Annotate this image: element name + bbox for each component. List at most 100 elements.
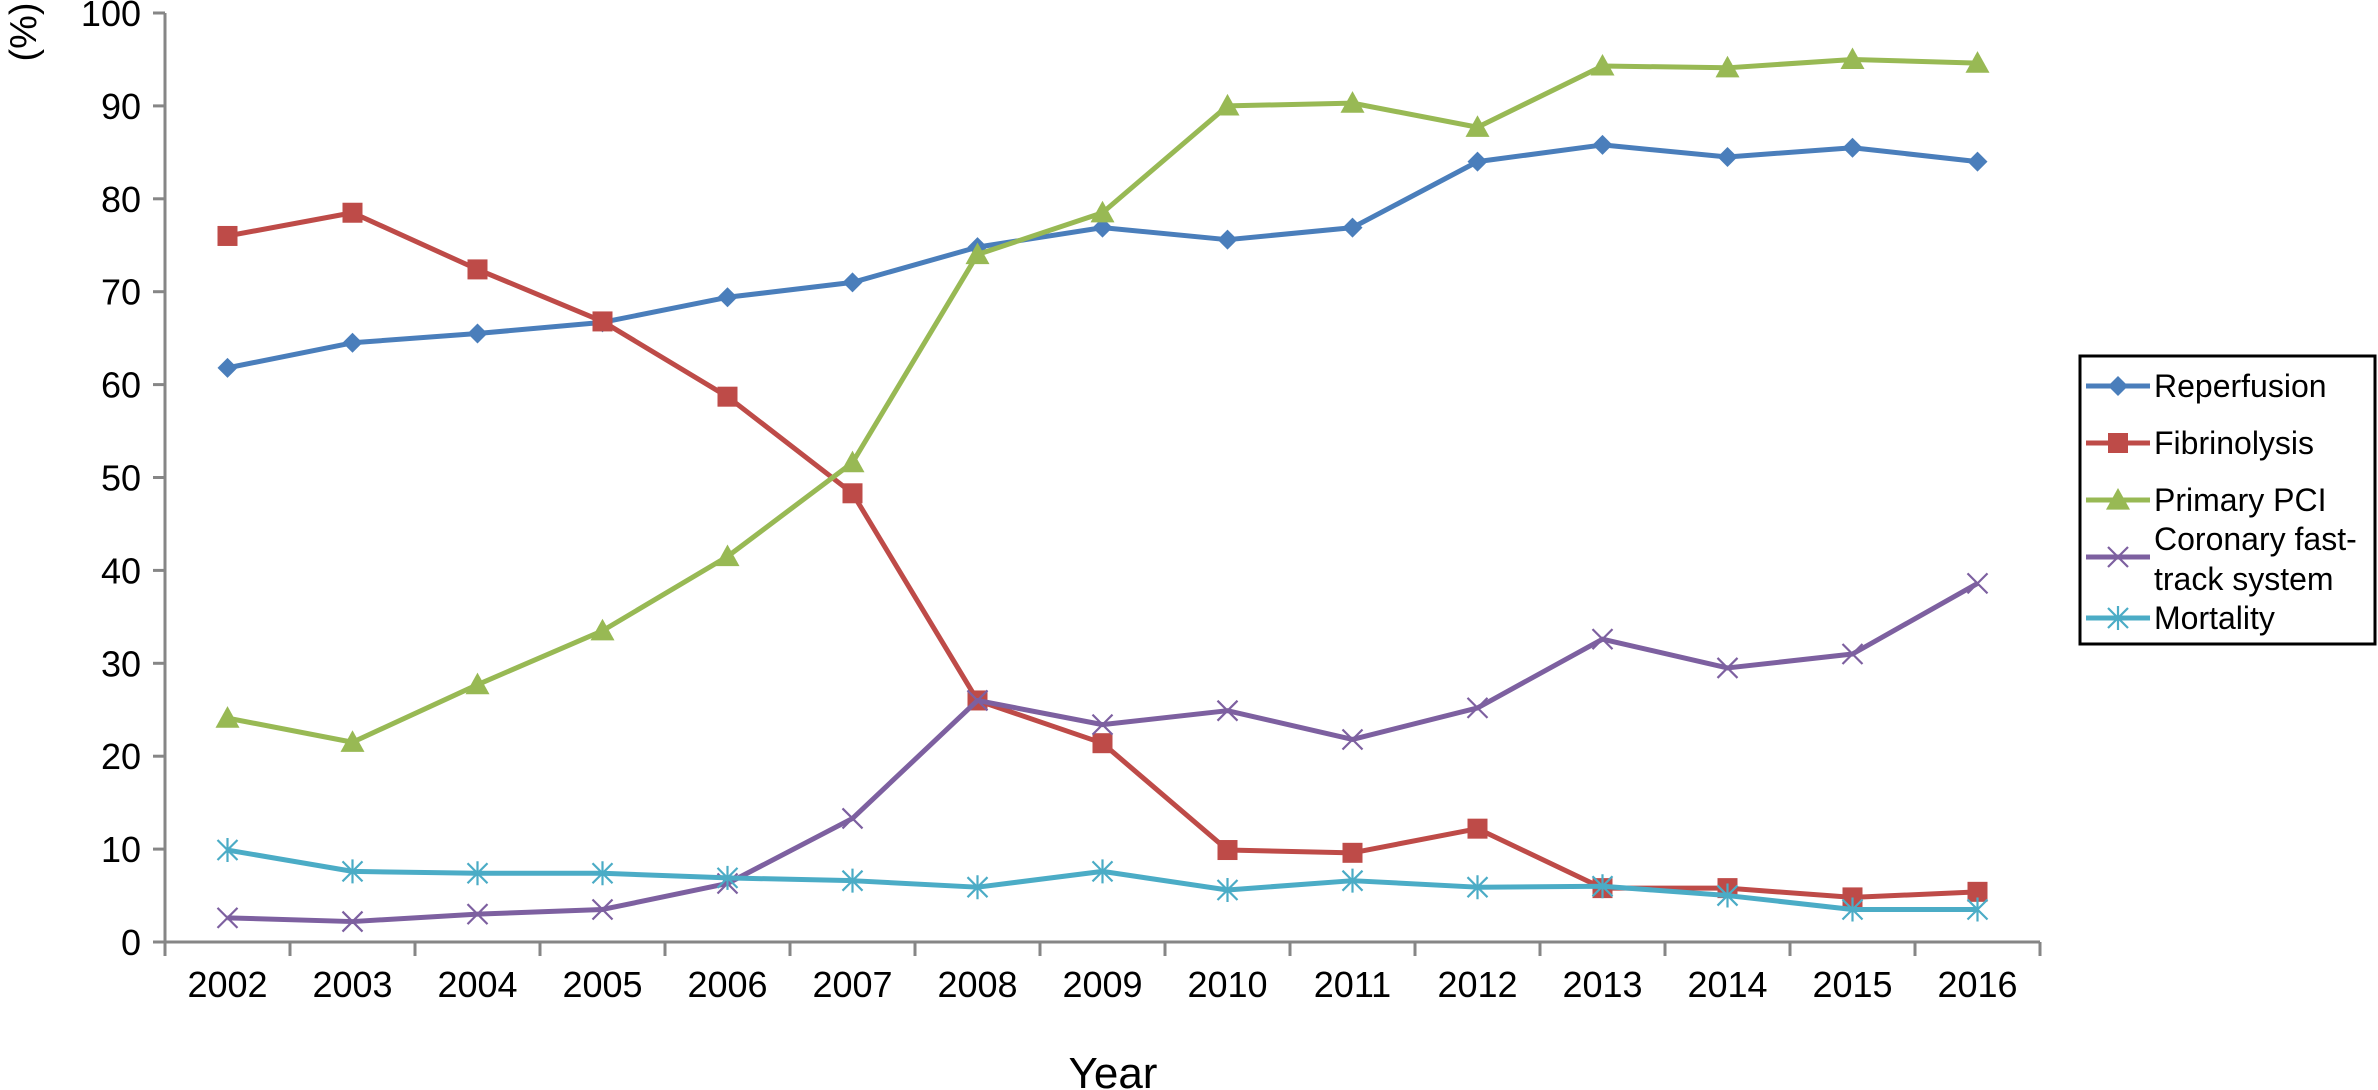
x-tick-label: 2009 — [1062, 964, 1142, 1005]
data-point — [1841, 897, 1864, 922]
legend: Reperfusion Fibrinolysis Primary PCICorona… — [2078, 354, 2377, 646]
data-point — [342, 332, 363, 353]
data-point — [716, 865, 739, 890]
data-point — [1216, 877, 1239, 902]
legend-label: Primary PCI — [2154, 482, 2326, 518]
data-point — [1967, 881, 1988, 902]
data-point — [1841, 643, 1864, 665]
data-point — [1217, 840, 1238, 861]
x-tick-label: 2005 — [562, 964, 642, 1005]
legend-swatch-marker — [2107, 546, 2129, 568]
y-axis-ticks: 0 10 20 30 40 50 60 70 80 90 100 — [81, 0, 165, 963]
data-point — [1342, 842, 1363, 863]
legend-swatch-marker — [2108, 376, 2128, 396]
legend-item: Coronary fast-track system — [2086, 521, 2357, 597]
series-line — [227, 56, 1978, 745]
x-tick-label: 2002 — [187, 964, 267, 1005]
data-point — [966, 875, 989, 900]
data-point — [1341, 868, 1364, 893]
data-point — [1341, 728, 1364, 751]
data-point — [342, 202, 363, 223]
y-tick-label: 0 — [121, 922, 141, 963]
x-tick-label: 2016 — [1937, 964, 2017, 1005]
data-point — [1967, 151, 1988, 172]
data-point — [590, 618, 615, 641]
x-tick-label: 2008 — [937, 964, 1017, 1005]
x-axis-title: Year — [1069, 1049, 1158, 1090]
data-point — [842, 483, 863, 504]
data-point — [842, 272, 863, 293]
data-point — [1217, 229, 1238, 250]
data-point — [1842, 887, 1863, 908]
data-point — [215, 706, 240, 728]
data-point — [1717, 146, 1738, 167]
data-point — [1590, 53, 1615, 76]
series-coronary-fast-track-system — [216, 572, 1989, 933]
series-fibrinolysis — [217, 202, 1988, 908]
y-tick-label: 100 — [81, 0, 141, 34]
data-point — [1215, 93, 1240, 116]
data-point — [1342, 217, 1363, 238]
data-point — [965, 242, 990, 265]
legend-items: Reperfusion Fibrinolysis Primary PCICorona… — [2086, 368, 2357, 636]
data-point — [217, 357, 238, 378]
legend-item: Fibrinolysis — [2086, 425, 2314, 461]
data-point — [715, 544, 740, 567]
legend-box — [2078, 354, 2377, 646]
x-axis-ticks: 2002 2003 2004 2005 2006 2007 2008 2009 2010 2011… — [163, 942, 2042, 1005]
legend-label: Fibrinolysis — [2154, 425, 2314, 461]
x-tick-label: 2010 — [1187, 964, 1267, 1005]
data-point — [592, 311, 613, 332]
legend-swatch-marker — [2107, 606, 2129, 630]
series-line — [227, 142, 1978, 371]
data-point — [717, 287, 738, 308]
series-mortality — [216, 838, 1989, 922]
legend-swatch-marker — [2108, 433, 2128, 453]
data-point — [1966, 572, 1989, 595]
y-tick-label: 50 — [101, 458, 141, 499]
data-point — [1467, 818, 1488, 839]
x-tick-label: 2014 — [1687, 964, 1767, 1005]
data-point — [1091, 713, 1114, 736]
data-point — [1216, 699, 1239, 722]
x-tick-label: 2004 — [437, 964, 517, 1005]
y-tick-label: 60 — [101, 365, 141, 406]
y-tick-label: 40 — [101, 550, 141, 591]
data-point — [340, 730, 365, 752]
y-tick-label: 90 — [101, 86, 141, 127]
x-tick-label: 2011 — [1314, 964, 1391, 1005]
x-tick-label: 2003 — [312, 964, 392, 1005]
data-point — [1091, 859, 1114, 884]
data-point — [840, 450, 865, 473]
data-point — [1840, 47, 1865, 70]
data-point — [1716, 883, 1739, 908]
data-point — [1591, 628, 1614, 650]
data-point — [216, 838, 239, 863]
data-point — [466, 903, 489, 925]
legend-label: Mortality — [2154, 600, 2275, 636]
data-point — [841, 868, 864, 893]
data-point — [1092, 733, 1113, 754]
x-tick-label: 2012 — [1437, 964, 1517, 1005]
x-tick-label: 2015 — [1812, 964, 1892, 1005]
data-point — [1090, 200, 1115, 223]
legend-item: Mortality — [2086, 600, 2275, 636]
legend-label: track system — [2154, 561, 2334, 597]
legend-swatch-marker — [2106, 488, 2130, 510]
data-point — [1465, 115, 1490, 137]
legend-label: Reperfusion — [2154, 368, 2327, 404]
data-point — [216, 907, 239, 929]
y-tick-label: 80 — [101, 179, 141, 220]
data-point — [1466, 875, 1489, 900]
legend-label: Coronary fast- — [2154, 521, 2357, 557]
x-tick-label: 2013 — [1562, 964, 1642, 1005]
data-point — [1592, 134, 1613, 155]
data-point — [1092, 217, 1113, 238]
x-tick-label: 2007 — [812, 964, 892, 1005]
data-point — [1965, 51, 1990, 73]
y-tick-label: 20 — [101, 736, 141, 777]
x-tick-label: 2006 — [687, 964, 767, 1005]
data-point — [466, 861, 489, 886]
data-point — [467, 323, 488, 344]
